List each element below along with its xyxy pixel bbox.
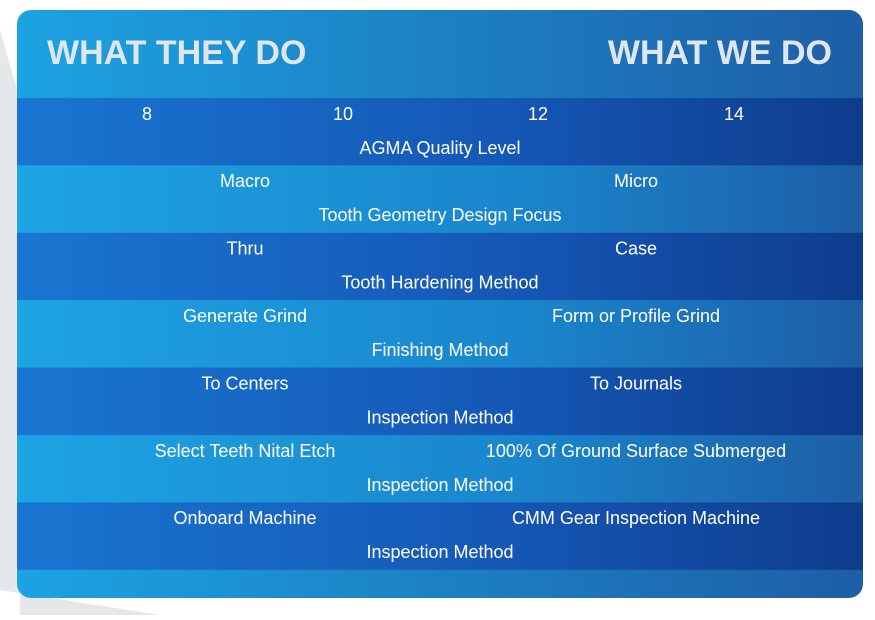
row-label: To Journals [590, 373, 682, 393]
row-caption: Inspection Method [366, 542, 513, 562]
row-band [17, 300, 863, 368]
row-label: Thru [226, 239, 263, 259]
row-label: Select Teeth Nital Etch [155, 441, 336, 461]
row-band [17, 165, 863, 233]
row-caption: Inspection Method [366, 475, 513, 495]
row-band [17, 367, 863, 435]
row-label: 10 [333, 104, 353, 124]
row-band [17, 98, 863, 166]
row-caption: Tooth Geometry Design Focus [318, 205, 561, 225]
row-label: Generate Grind [183, 306, 307, 326]
row-caption: Tooth Hardening Method [341, 273, 538, 293]
header-left: WHAT THEY DO [47, 34, 306, 72]
row-label: Onboard Machine [173, 508, 316, 528]
row-label: Macro [220, 171, 270, 191]
row-label: Form or Profile Grind [552, 306, 720, 326]
row-label: 14 [724, 104, 744, 124]
row-band [17, 502, 863, 570]
row-label: Case [615, 239, 657, 259]
bg-shape [0, 30, 160, 615]
row-band [17, 435, 863, 503]
row-caption: Finishing Method [371, 340, 508, 360]
header-right: WHAT WE DO [608, 34, 832, 72]
row-caption: Inspection Method [366, 407, 513, 427]
row-label: To Centers [201, 373, 288, 393]
row-label: 100% Of Ground Surface Submerged [486, 441, 786, 461]
row-label: 12 [528, 104, 548, 124]
row-caption: AGMA Quality Level [359, 138, 520, 158]
row-label: 8 [142, 104, 152, 124]
card [17, 10, 863, 598]
row-label: CMM Gear Inspection Machine [512, 508, 760, 528]
row-label: Micro [614, 171, 658, 191]
row-band [17, 232, 863, 301]
